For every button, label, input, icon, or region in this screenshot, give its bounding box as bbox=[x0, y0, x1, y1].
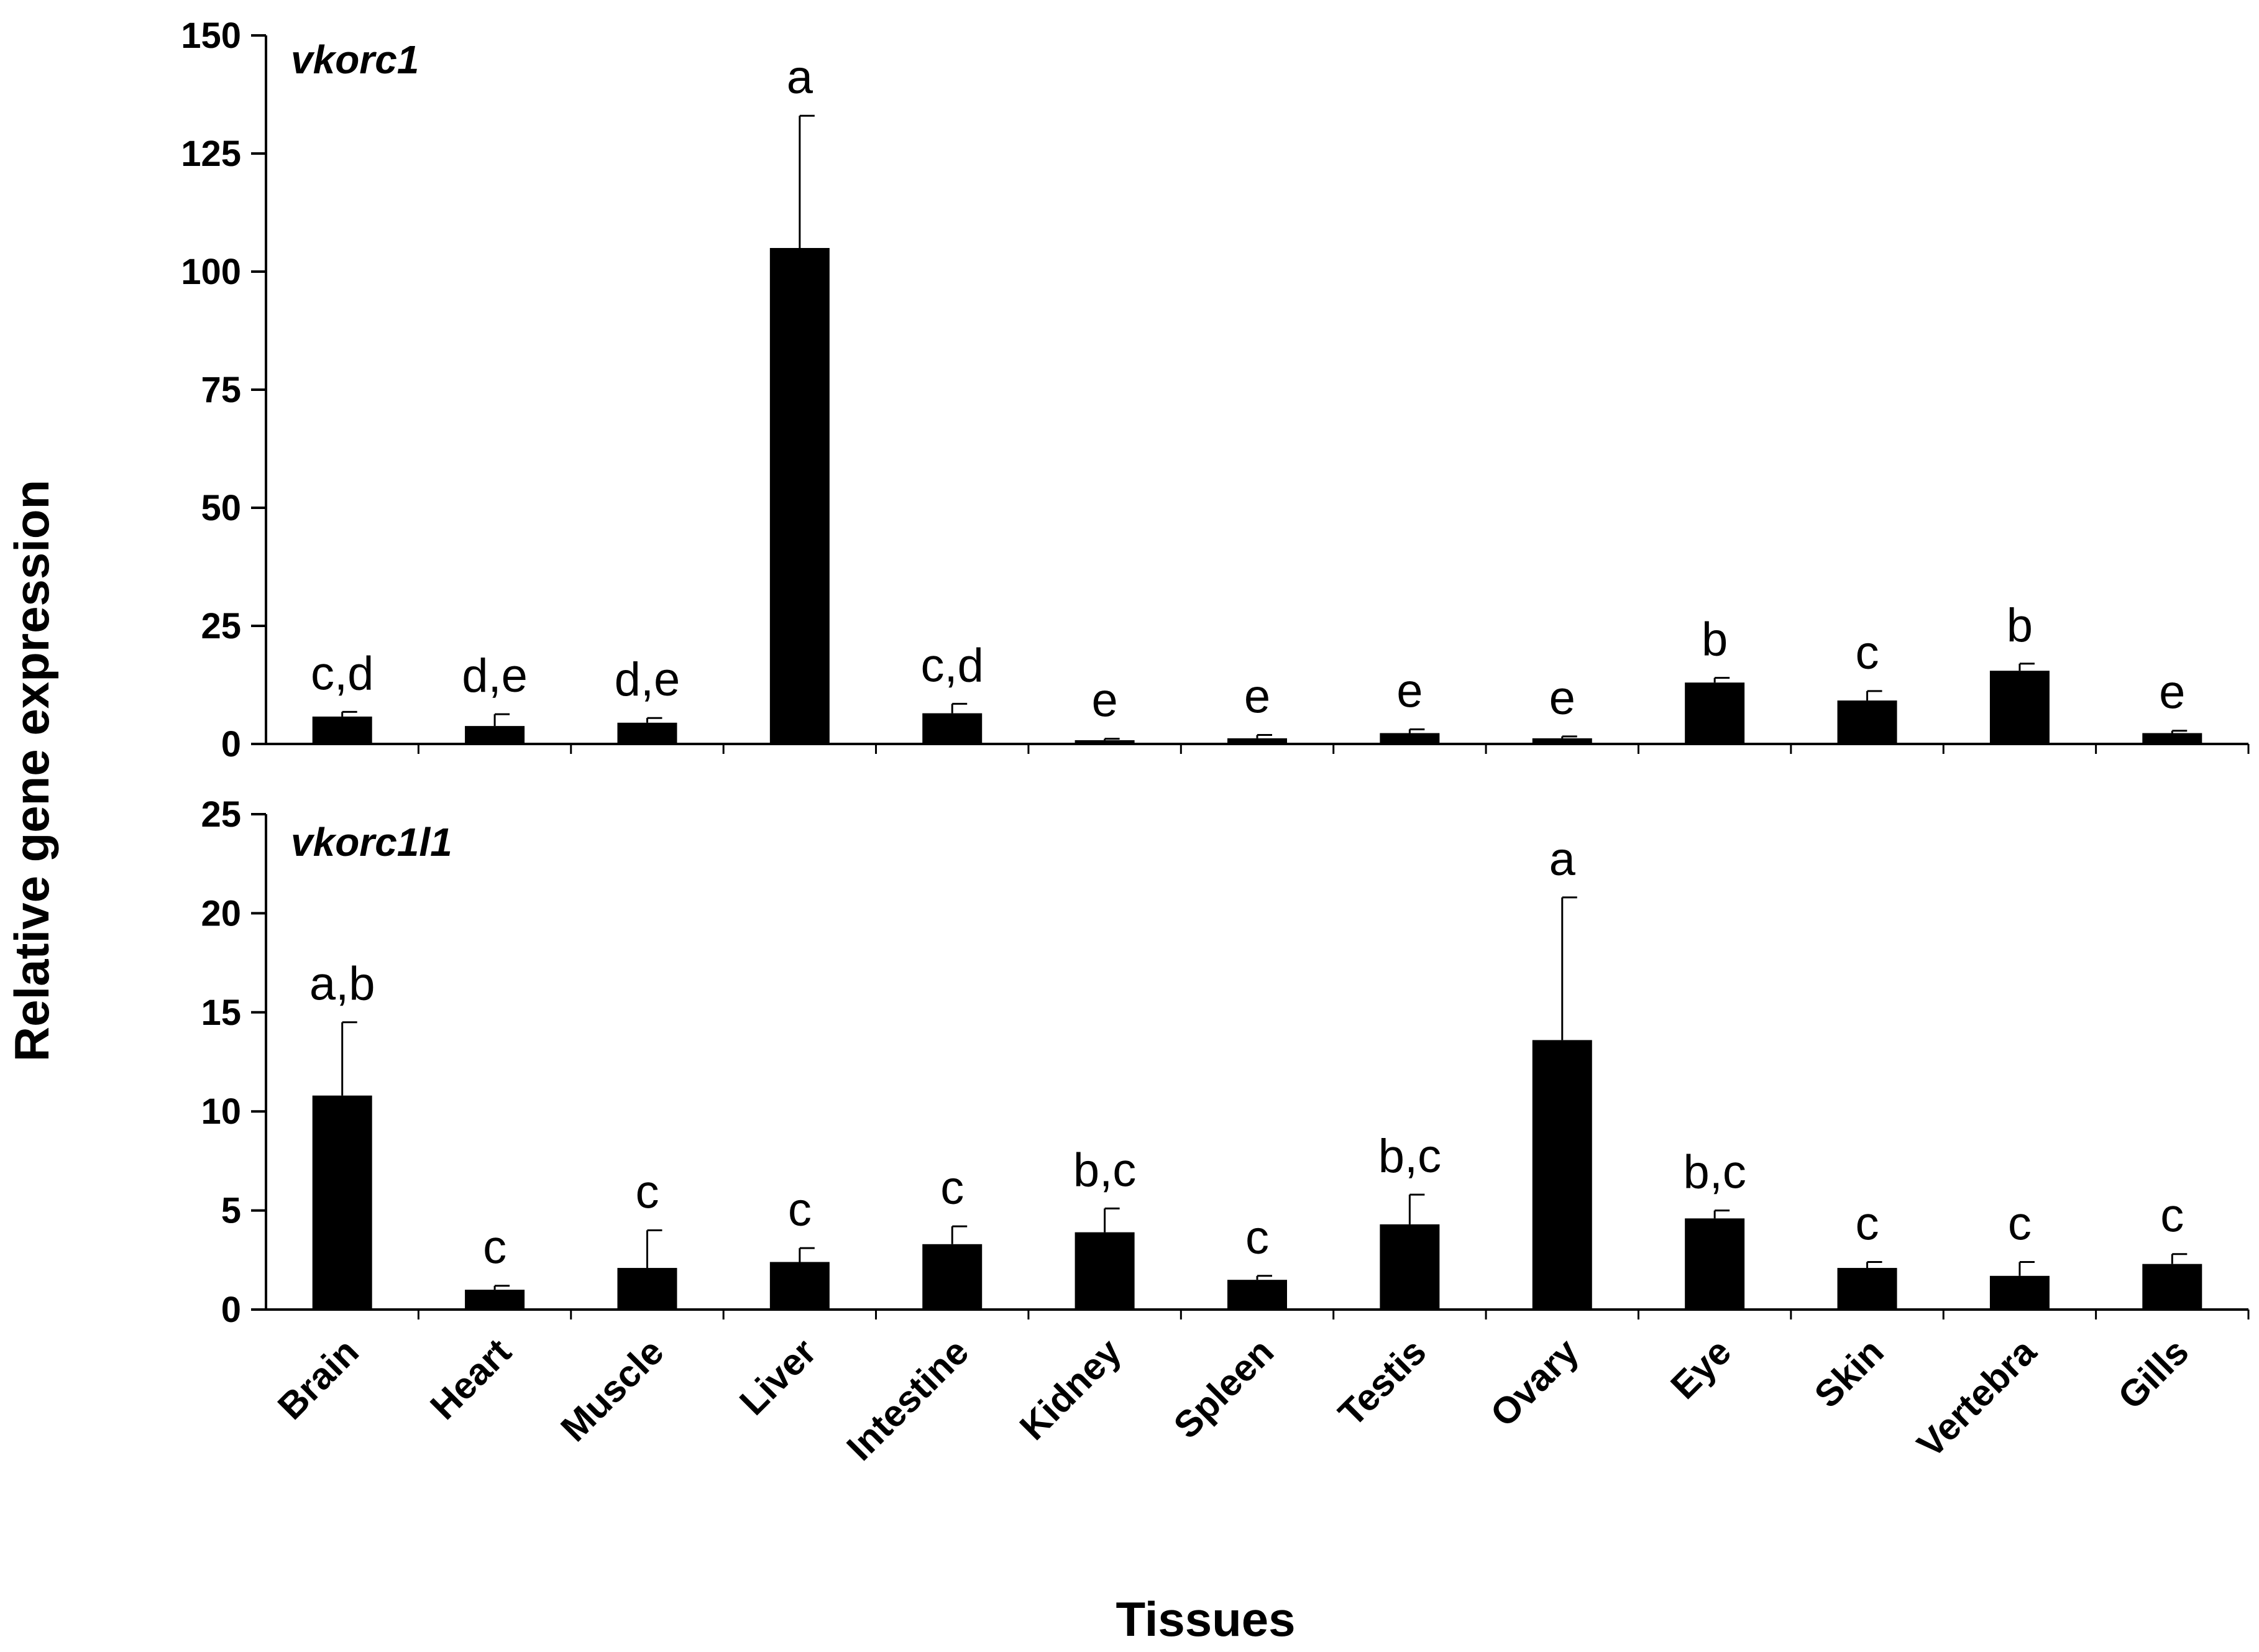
vkorc1-letter-brain: c,d bbox=[311, 647, 373, 700]
vkorc1l1-y-tick-label-20: 20 bbox=[201, 893, 241, 934]
panel-vkorc1l1: 0 5 10 15 20 25 vkorc1l1 a,b c c c c b,c c b,c a b,c c c c bbox=[201, 794, 2250, 1330]
vkorc1-y-tick-label-0: 0 bbox=[221, 724, 241, 764]
vkorc1l1-bar-skin bbox=[1837, 1268, 1897, 1310]
vkorc1-y-tick-label-150: 150 bbox=[181, 16, 241, 56]
category-label-brain: Brain bbox=[270, 1331, 367, 1428]
vkorc1-y-tick-label-25: 25 bbox=[201, 606, 241, 646]
vkorc1l1-bar-gills bbox=[2142, 1264, 2202, 1310]
vkorc1l1-bar-kidney bbox=[1075, 1232, 1135, 1310]
vkorc1-bar-intestine bbox=[922, 713, 983, 744]
vkorc1-title: vkorc1 bbox=[291, 37, 419, 82]
vkorc1l1-letter-heart: c bbox=[483, 1221, 506, 1274]
vkorc1l1-bar-muscle bbox=[617, 1268, 677, 1310]
vkorc1l1-letter-muscle: c bbox=[635, 1165, 659, 1218]
vkorc1-y-tick-label-100: 100 bbox=[181, 252, 241, 292]
category-label-liver: Liver bbox=[731, 1331, 824, 1423]
vkorc1-letter-intestine: c,d bbox=[921, 639, 984, 692]
vkorc1l1-bar-heart bbox=[465, 1290, 525, 1310]
vkorc1-letter-skin: c bbox=[1856, 626, 1879, 679]
vkorc1-letter-spleen: e bbox=[1244, 671, 1270, 723]
category-label-intestine: Intestine bbox=[839, 1331, 977, 1469]
category-label-kidney: Kidney bbox=[1012, 1330, 1129, 1448]
vkorc1l1-letter-testis: b,c bbox=[1378, 1130, 1441, 1183]
category-label-ovary: Ovary bbox=[1482, 1330, 1587, 1434]
vkorc1l1-title: vkorc1l1 bbox=[291, 820, 452, 865]
vkorc1-bar-spleen bbox=[1227, 738, 1287, 744]
vkorc1-letter-muscle: d,e bbox=[615, 653, 680, 706]
vkorc1-bar-brain bbox=[312, 716, 372, 744]
x-axis-title: Tissues bbox=[1116, 1592, 1295, 1646]
vkorc1-letter-heart: d,e bbox=[462, 649, 528, 702]
vkorc1l1-bar-eye bbox=[1685, 1218, 1745, 1310]
vkorc1-letter-gills: e bbox=[2159, 666, 2185, 719]
vkorc1l1-letter-gills: c bbox=[2160, 1190, 2184, 1242]
vkorc1-y-tick-label-125: 125 bbox=[181, 134, 241, 174]
vkorc1l1-letter-ovary: a bbox=[1549, 833, 1576, 886]
vkorc1l1-letter-intestine: c bbox=[940, 1162, 964, 1214]
category-label-heart: Heart bbox=[422, 1331, 519, 1428]
vkorc1l1-letter-liver: c bbox=[788, 1183, 812, 1236]
vkorc1-bar-eye bbox=[1685, 682, 1745, 744]
vkorc1l1-letter-skin: c bbox=[1856, 1197, 1879, 1250]
vkorc1-y-tick-label-50: 50 bbox=[201, 488, 241, 528]
category-label-muscle: Muscle bbox=[552, 1331, 671, 1449]
category-label-skin: Skin bbox=[1807, 1331, 1892, 1416]
vkorc1l1-letter-brain: a,b bbox=[309, 958, 375, 1011]
y-axis-title: Relative gene expression bbox=[4, 480, 59, 1062]
vkorc1l1-bar-brain bbox=[312, 1095, 372, 1310]
vkorc1-letter-eye: b bbox=[1702, 613, 1728, 666]
category-label-testis: Testis bbox=[1331, 1331, 1434, 1434]
vkorc1l1-bar-vertebra bbox=[1989, 1275, 2050, 1310]
vkorc1-bar-kidney bbox=[1075, 740, 1135, 744]
vkorc1l1-bar-ovary bbox=[1532, 1040, 1592, 1310]
vkorc1-bar-skin bbox=[1837, 700, 1897, 744]
vkorc1l1-bar-testis bbox=[1380, 1224, 1440, 1310]
vkorc1l1-bar-liver bbox=[769, 1262, 830, 1310]
vkorc1-bar-liver bbox=[769, 248, 830, 744]
vkorc1-bar-vertebra bbox=[1989, 671, 2050, 744]
vkorc1l1-bar-spleen bbox=[1227, 1280, 1287, 1310]
vkorc1l1-letter-eye: b,c bbox=[1683, 1146, 1746, 1199]
vkorc1l1-letter-kidney: b,c bbox=[1073, 1144, 1136, 1196]
vkorc1-bar-gills bbox=[2142, 733, 2202, 744]
vkorc1-bar-ovary bbox=[1532, 738, 1592, 744]
category-label-gills: Gills bbox=[2110, 1331, 2196, 1417]
vkorc1l1-letter-vertebra: c bbox=[2008, 1197, 2032, 1250]
category-label-spleen: Spleen bbox=[1166, 1331, 1281, 1446]
vkorc1l1-y-tick-label-25: 25 bbox=[201, 794, 241, 835]
category-labels: Brain Heart Muscle Liver Intestine Kidney Sple… bbox=[270, 1330, 2196, 1468]
vkorc1-bar-testis bbox=[1380, 733, 1440, 744]
category-label-vertebra: Vertebra bbox=[1909, 1330, 2045, 1466]
vkorc1l1-y-tick-label-10: 10 bbox=[201, 1091, 241, 1132]
category-label-eye: Eye bbox=[1662, 1331, 1739, 1407]
vkorc1l1-letter-spleen: c bbox=[1245, 1211, 1269, 1264]
vkorc1-letter-vertebra: b bbox=[2007, 599, 2033, 652]
vkorc1l1-y-tick-label-0: 0 bbox=[221, 1290, 241, 1330]
vkorc1-letter-testis: e bbox=[1396, 664, 1423, 717]
panel-vkorc1: 0 25 50 75 100 125 150 vkorc1 c,d d,e d,e a c,d e e e e b… bbox=[181, 16, 2250, 764]
vkorc1-letter-ovary: e bbox=[1549, 672, 1575, 725]
vkorc1-letter-liver: a bbox=[787, 51, 813, 104]
vkorc1-letter-kidney: e bbox=[1091, 674, 1117, 727]
vkorc1-bar-heart bbox=[465, 726, 525, 744]
vkorc1l1-y-tick-label-5: 5 bbox=[221, 1191, 241, 1231]
vkorc1l1-y-tick-label-15: 15 bbox=[201, 993, 241, 1033]
vkorc1-y-tick-label-75: 75 bbox=[201, 370, 241, 410]
vkorc1l1-bar-intestine bbox=[922, 1244, 983, 1310]
vkorc1-bar-muscle bbox=[617, 722, 677, 744]
